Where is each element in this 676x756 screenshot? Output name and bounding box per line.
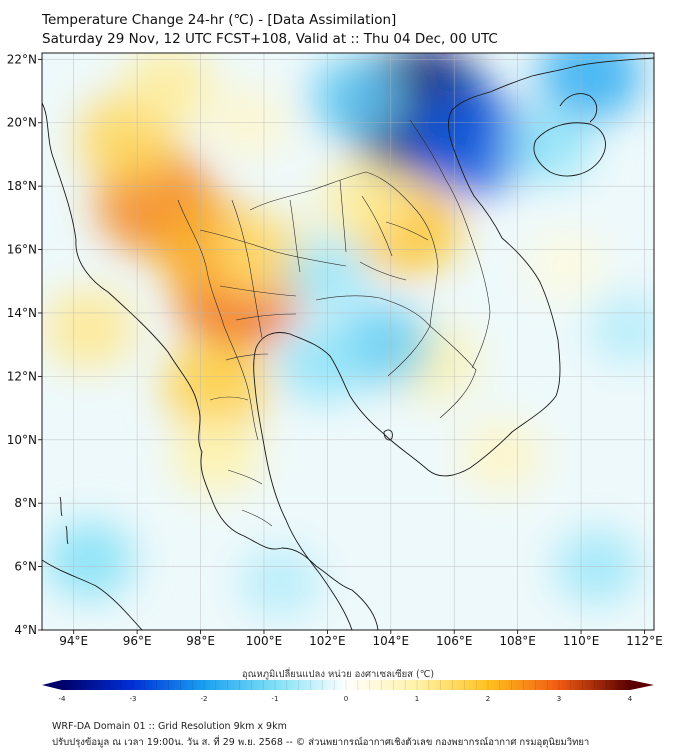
vietnam-coastline [447,57,654,469]
field-anomaly-cool [588,293,654,365]
colorbar-tick-label: -1 [272,695,279,703]
lat-tick-label: 18°N [7,179,37,193]
lat-tick-label: 14°N [7,306,37,320]
field-anomaly-cool [45,521,134,600]
thailand-cambodia-border [315,295,431,377]
chart-subtitle: Saturday 29 Nov, 12 UTC FCST+108, Valid … [42,31,498,47]
phu-quoc-island [383,429,393,441]
field-anomaly-cool [308,55,403,140]
colorbar-body [62,680,630,690]
field-anomaly-warm [164,339,269,433]
colorbar-tick-label: -3 [130,695,137,703]
lat-tick-label: 8°N [14,496,37,510]
lat-tick-label: 12°N [7,369,37,383]
colorbar-extend-max [630,680,654,690]
lon-tick-label: 104°E [373,634,410,648]
admin-boundaries [177,119,491,527]
colorbar-tick-label: 1 [415,695,419,703]
colorbar-ticks: -4 -3 -2 -1 0 1 2 3 4 [59,680,633,703]
lon-tick-label: 96°E [123,634,152,648]
province-lines-central [209,285,297,401]
lat-tick-label: 6°N [14,560,37,574]
colorbar-tick-label: -2 [201,695,208,703]
colorbar-tick-label: 3 [557,695,561,703]
map-axis-ticks: 94°E 96°E 98°E 100°E 102°E 104°E 106°E 108°E 110… [7,52,663,648]
lat-tick-label: 16°N [7,243,37,257]
colorbar-tick-label: 2 [486,695,490,703]
lon-tick-label: 110°E [563,634,600,648]
cambodia-vietnam-border [429,325,477,419]
colorbar-tick-label: 0 [344,695,348,703]
southeast-coast [42,559,143,630]
lat-tick-label: 10°N [7,433,37,447]
gulf-of-thailand-coast [253,332,471,630]
field-anomaly-cool [538,53,643,122]
lon-tick-label: 102°E [309,634,346,648]
chart-title: Temperature Change 24-hr (℃) - [Data Ass… [42,12,397,28]
colorbar-tick-label: -4 [59,695,67,703]
model-info-footer: WRF-DA Domain 01 :: Grid Resolution 9km … [52,721,287,732]
lon-tick-label: 108°E [499,634,536,648]
province-lines-south [227,469,273,527]
coastlines [42,57,654,630]
colorbar: -4 -3 -2 -1 0 1 2 3 4 [42,680,654,703]
field-anomaly-cool [506,106,593,184]
lon-tick-label: 94°E [59,634,88,648]
lon-tick-label: 100°E [246,634,283,648]
leizhou-peninsula [559,93,598,123]
thailand-myanmar-border [177,199,259,441]
lat-tick-label: 20°N [7,116,37,130]
lat-tick-label: 4°N [14,623,37,637]
field-anomaly-cool [239,547,320,618]
province-lines-north [199,179,347,339]
lon-tick-label: 112°E [626,634,663,648]
andaman-islands [59,496,69,545]
laos-vietnam-border [409,119,491,369]
colorbar-label: อุณหภูมิเปลี่ยนแปลง หน่วย องศาเซลเซียส (… [241,669,435,680]
colorbar-tick-label: 4 [628,695,633,703]
graticule [42,53,654,630]
lon-tick-label: 98°E [186,634,215,648]
credit-footer: ปรับปรุงข้อมูล ณ เวลา 19:00น. วัน ส. ที่… [52,737,590,748]
lat-tick-label: 22°N [7,52,37,66]
hainan-island [533,122,606,177]
field-anomaly-warm [43,288,136,370]
field-anomaly-warm [527,231,604,300]
colorbar-extend-min [42,680,62,690]
field-anomaly-warm [460,419,543,492]
lon-tick-label: 106°E [436,634,473,648]
mainland-coastline [42,102,379,630]
field-anomaly-warm [123,53,214,125]
field-anomaly-warm [172,416,261,495]
thailand-laos-border [249,171,439,327]
province-lines-northeast [359,195,429,281]
field-anomaly-cool [278,325,365,402]
map-frame [41,52,655,631]
